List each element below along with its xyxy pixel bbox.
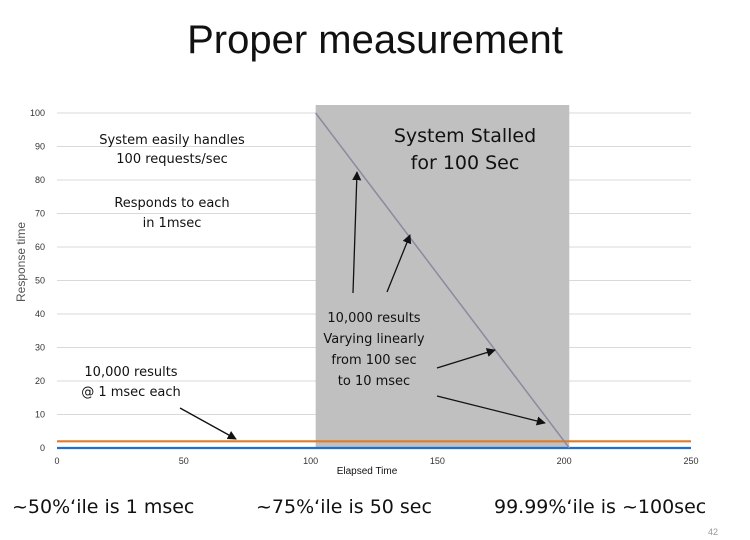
y-tick-label: 0 xyxy=(40,443,45,453)
annotation-line: 10,000 results xyxy=(84,365,177,380)
annotation-responds: Responds to each in 1msec xyxy=(114,196,229,231)
y-tick-label: 10 xyxy=(35,410,45,420)
series-lines xyxy=(57,112,691,450)
chart: 0 10 20 30 40 50 60 70 80 90 100 0 50 100 150 200 250 R… xyxy=(14,105,699,477)
arrow xyxy=(436,348,496,369)
x-tick-labels: 0 50 100 150 200 250 xyxy=(54,456,698,466)
annotation-line: from 100 sec xyxy=(331,353,416,368)
annotation-stalled: System Stalled for 100 Sec xyxy=(394,125,536,174)
page-number: 42 xyxy=(707,527,718,537)
x-tick-label: 50 xyxy=(179,456,189,466)
bottom-note: 99.99%‘ile is ~100sec xyxy=(494,496,707,518)
arrow xyxy=(436,395,546,426)
y-tick-label: 80 xyxy=(35,175,45,185)
annotation-linear: 10,000 results Varying linearly from 100… xyxy=(323,311,425,389)
y-tick-label: 90 xyxy=(35,142,45,152)
series-line xyxy=(315,112,570,449)
annotation-fixed: 10,000 results @ 1 msec each xyxy=(81,365,181,400)
annotation-line: Responds to each xyxy=(114,196,229,211)
y-axis-label: Response time xyxy=(14,222,28,302)
arrow xyxy=(386,234,412,293)
x-tick-label: 250 xyxy=(683,456,698,466)
x-tick-label: 150 xyxy=(430,456,445,466)
y-tick-label: 20 xyxy=(35,376,45,386)
y-tick-label: 50 xyxy=(35,276,45,286)
annotation-line: in 1msec xyxy=(143,216,202,231)
annotation-line: 100 requests/sec xyxy=(116,152,227,167)
annotation-line: @ 1 msec each xyxy=(81,385,181,400)
annotation-line: 10,000 results xyxy=(327,311,420,326)
annotation-arrows xyxy=(179,171,546,440)
slide-title: Proper measurement xyxy=(187,18,563,62)
bottom-note: ~50%‘ile is 1 msec xyxy=(12,496,195,518)
x-tick-label: 0 xyxy=(54,456,59,466)
y-tick-label: 40 xyxy=(35,309,45,319)
x-tick-label: 100 xyxy=(303,456,318,466)
annotation-line: for 100 Sec xyxy=(411,152,520,174)
x-axis-label: Elapsed Time xyxy=(337,466,398,477)
y-tick-label: 60 xyxy=(35,242,45,252)
x-tick-label: 200 xyxy=(557,456,572,466)
bottom-note: ~75%‘ile is 50 sec xyxy=(256,496,432,518)
annotation-line: System easily handles xyxy=(99,133,245,148)
y-tick-label: 70 xyxy=(35,209,45,219)
y-tick-label: 100 xyxy=(30,108,45,118)
y-tick-label: 30 xyxy=(35,343,45,353)
stall-region xyxy=(315,105,570,448)
y-tick-labels: 0 10 20 30 40 50 60 70 80 90 100 xyxy=(30,108,45,453)
annotation-line: to 10 msec xyxy=(338,374,410,389)
stall-region-rect xyxy=(315,105,570,448)
arrow xyxy=(179,407,237,440)
annotation-line: Varying linearly xyxy=(323,332,425,347)
arrow xyxy=(352,171,362,294)
annotation-line: System Stalled xyxy=(394,125,536,147)
annotation-handles: System easily handles 100 requests/sec xyxy=(99,133,245,167)
